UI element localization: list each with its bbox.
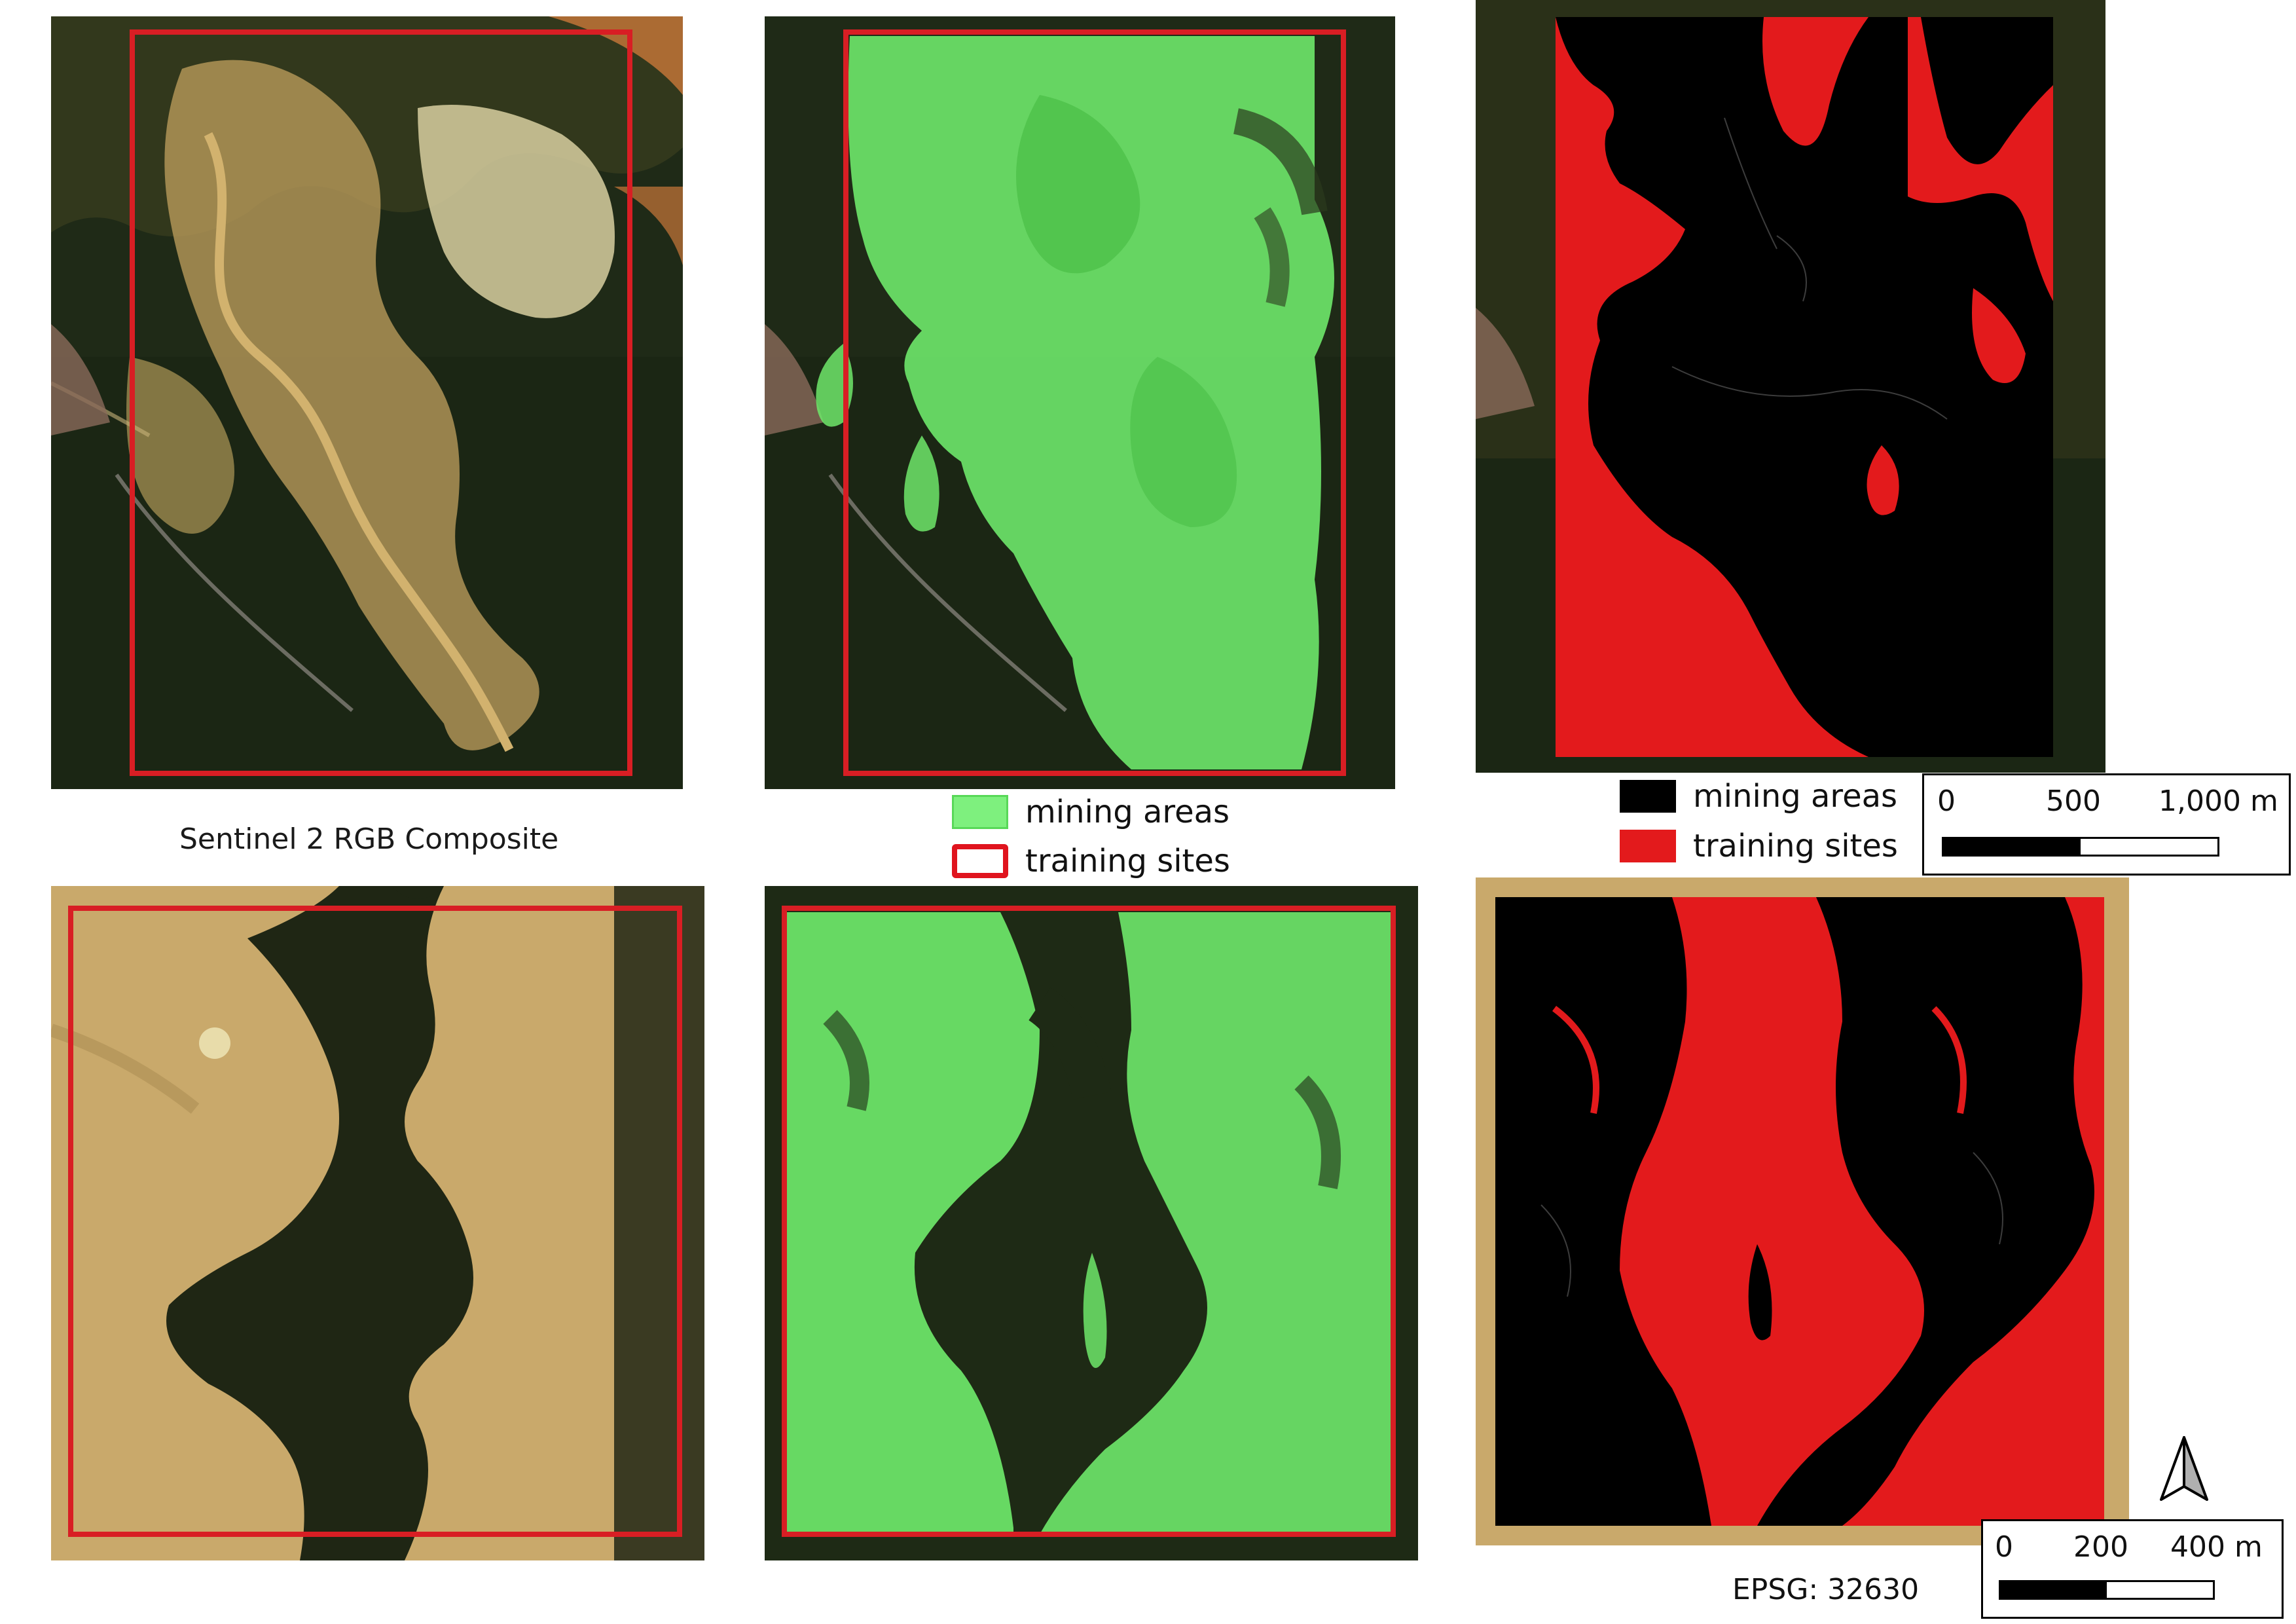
- mining-swatch-icon: [952, 795, 1008, 829]
- scalebar-bottom-label-2: 400 m: [2170, 1530, 2263, 1564]
- north-arrow-icon: [2158, 1434, 2210, 1506]
- panel-top-overlay: [765, 16, 1395, 789]
- training-swatch-icon: [952, 844, 1008, 878]
- scalebar-bottom-bar: [1999, 1580, 2215, 1600]
- legend-training-label-right: training sites: [1693, 828, 1898, 864]
- scalebar-top-label-2: 1,000 m: [2159, 784, 2278, 818]
- scalebar-top-label-1: 500: [2046, 784, 2101, 818]
- legend-mining-label-right: mining areas: [1693, 778, 1898, 815]
- scalebar-top-bar: [1942, 837, 2219, 857]
- legend-training-label: training sites: [1025, 843, 1230, 879]
- panel-bottom-overlay: [765, 886, 1418, 1560]
- legend-mining-areas-mid: mining areas: [952, 792, 1230, 832]
- legend-mining-areas-right: mining areas: [1620, 777, 1897, 816]
- panel-bottom-rgb: [51, 886, 704, 1560]
- legend-mining-label: mining areas: [1025, 794, 1230, 830]
- scalebar-bottom: 0 200 400 m: [1981, 1519, 2284, 1619]
- rgb-caption: Sentinel 2 RGB Composite: [179, 822, 559, 856]
- legend-training-sites-mid: training sites: [952, 841, 1230, 881]
- scalebar-top-label-0: 0: [1937, 784, 1956, 818]
- scalebar-bottom-label-0: 0: [1995, 1530, 2013, 1564]
- legend-training-sites-right: training sites: [1620, 826, 1898, 866]
- panel-top-classified: [1476, 0, 2105, 773]
- scalebar-bottom-label-1: 200: [2073, 1530, 2128, 1564]
- panel-top-rgb: [51, 16, 683, 789]
- scalebar-top: 0 500 1,000 m: [1922, 773, 2291, 876]
- epsg-label: EPSG: 32630: [1732, 1573, 1920, 1606]
- panel-bottom-classified: [1476, 877, 2129, 1545]
- mining-black-swatch-icon: [1620, 780, 1676, 813]
- training-red-swatch-icon: [1620, 830, 1676, 862]
